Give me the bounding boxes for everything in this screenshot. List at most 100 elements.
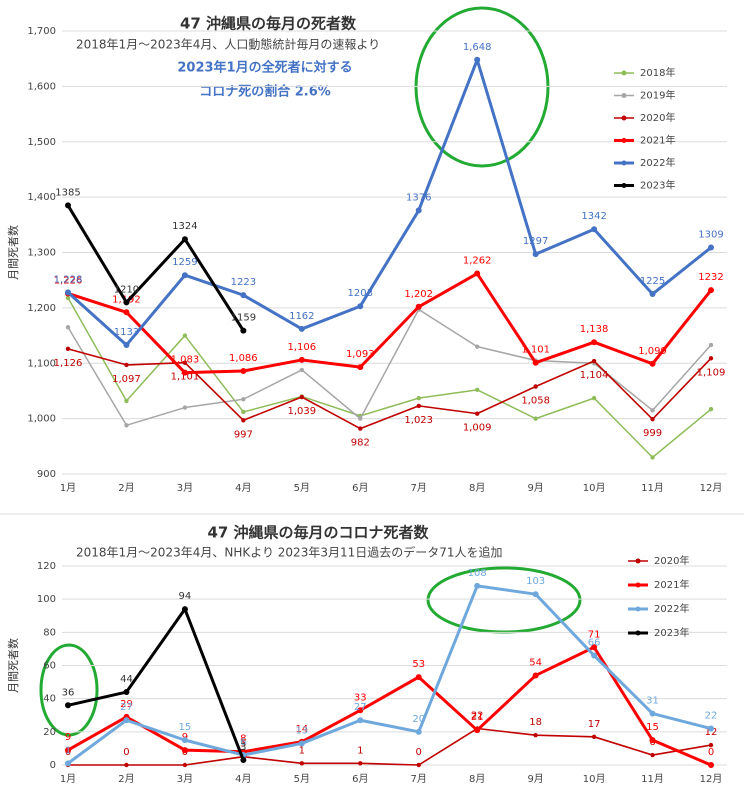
point-marker [416, 395, 421, 401]
x-tick-label: 12月 [700, 773, 723, 785]
data-label: 17 [588, 719, 601, 730]
data-label: 0 [123, 747, 129, 758]
data-label: 1 [299, 745, 305, 756]
point-marker [357, 303, 364, 310]
data-label: 1159 [231, 313, 256, 324]
x-tick-label: 2月 [118, 773, 134, 785]
y-tick-label: 80 [43, 627, 56, 638]
data-label: 999 [643, 428, 662, 439]
x-tick-label: 4月 [235, 773, 251, 785]
point-marker [533, 384, 538, 389]
point-marker [474, 411, 480, 416]
y-axis-label: 月間死者数 [7, 638, 20, 693]
highlight-ellipse [39, 643, 99, 737]
data-label: 1309 [698, 230, 723, 241]
point-marker [533, 732, 538, 738]
legend-label: 2019年 [640, 89, 675, 102]
point-marker [65, 289, 71, 296]
x-tick-label: 3月 [177, 773, 193, 785]
point-marker [532, 251, 539, 258]
data-label: 13 [295, 725, 308, 736]
series-line [66, 58, 712, 347]
data-label: 1,009 [463, 423, 492, 434]
data-label: 1,083 [171, 355, 200, 366]
point-marker [708, 244, 714, 251]
data-label: 1,023 [404, 415, 433, 426]
data-label: 1,228 [54, 274, 83, 285]
y-tick-label: 1,500 [27, 137, 56, 148]
data-label: 108 [468, 568, 487, 579]
data-label: 1,104 [580, 370, 609, 381]
data-label: 1133 [114, 327, 139, 338]
point-marker [415, 728, 422, 735]
data-label: 1,058 [521, 396, 550, 407]
point-marker [708, 342, 714, 348]
point-marker [123, 299, 130, 306]
legend-marker [635, 606, 641, 612]
legend-label: 2020年 [654, 554, 689, 567]
chart-subtitle: 2018年1月～2023年4月、人口動態統計毎月の速報より [76, 37, 380, 52]
point-marker [474, 582, 481, 589]
point-marker [650, 416, 655, 422]
point-marker [650, 455, 655, 460]
x-tick-label: 5月 [294, 482, 310, 494]
data-label: 1,099 [638, 346, 667, 357]
point-marker [708, 407, 714, 412]
x-tick-label: 3月 [177, 482, 193, 494]
data-label: 5 [240, 739, 246, 750]
legend-marker [635, 630, 641, 636]
y-tick-label: 100 [37, 594, 56, 605]
legend-marker [621, 115, 627, 121]
legend-marker [621, 138, 627, 143]
point-marker [181, 737, 188, 744]
point-marker [65, 760, 71, 767]
point-marker [241, 397, 246, 402]
data-label: 21 [471, 712, 484, 723]
x-tick-label: 11月 [641, 482, 664, 494]
legend-marker [621, 93, 627, 98]
point-marker [124, 398, 129, 404]
point-marker [358, 761, 363, 766]
point-marker [298, 325, 305, 332]
data-label: 9 [65, 732, 71, 743]
data-label: 1,101 [521, 345, 550, 356]
x-tick-label: 4月 [235, 482, 251, 494]
y-tick-label: 1,700 [27, 26, 56, 37]
data-label: 22 [705, 711, 718, 722]
point-marker [591, 652, 598, 659]
legend-label: 2021年 [640, 134, 675, 147]
point-marker [591, 358, 597, 364]
point-marker [124, 362, 129, 368]
data-label: 103 [526, 576, 545, 587]
point-marker [415, 207, 422, 214]
data-label: 6 [240, 737, 246, 748]
y-axis-label: 月間死者数 [7, 225, 20, 280]
data-label: 27 [354, 702, 367, 713]
point-marker [181, 272, 188, 279]
y-tick-label: 120 [37, 561, 56, 572]
point-marker [298, 740, 305, 747]
series-line [66, 204, 245, 332]
legend-label: 2022年 [654, 602, 689, 615]
series-line [67, 272, 713, 375]
data-label: 14 [295, 724, 308, 735]
data-label: 1210 [114, 284, 139, 295]
annotation: コロナ死の割合 2.6% [199, 84, 331, 100]
point-marker [708, 287, 714, 294]
point-marker [415, 303, 422, 310]
data-label: 1,226 [54, 275, 83, 286]
x-tick-label: 1月 [60, 482, 76, 494]
y-tick-label: 1,200 [27, 303, 56, 314]
point-marker [708, 356, 714, 361]
point-marker [474, 344, 480, 349]
data-label: 1 [357, 745, 363, 756]
x-tick-label: 12月 [700, 482, 723, 494]
data-label: 20 [412, 714, 425, 725]
data-label: 1,262 [463, 256, 492, 267]
x-tick-label: 9月 [527, 482, 543, 494]
data-label: 22 [471, 711, 484, 722]
point-marker [415, 674, 422, 681]
data-label: 1385 [55, 187, 80, 198]
point-marker [182, 360, 188, 365]
